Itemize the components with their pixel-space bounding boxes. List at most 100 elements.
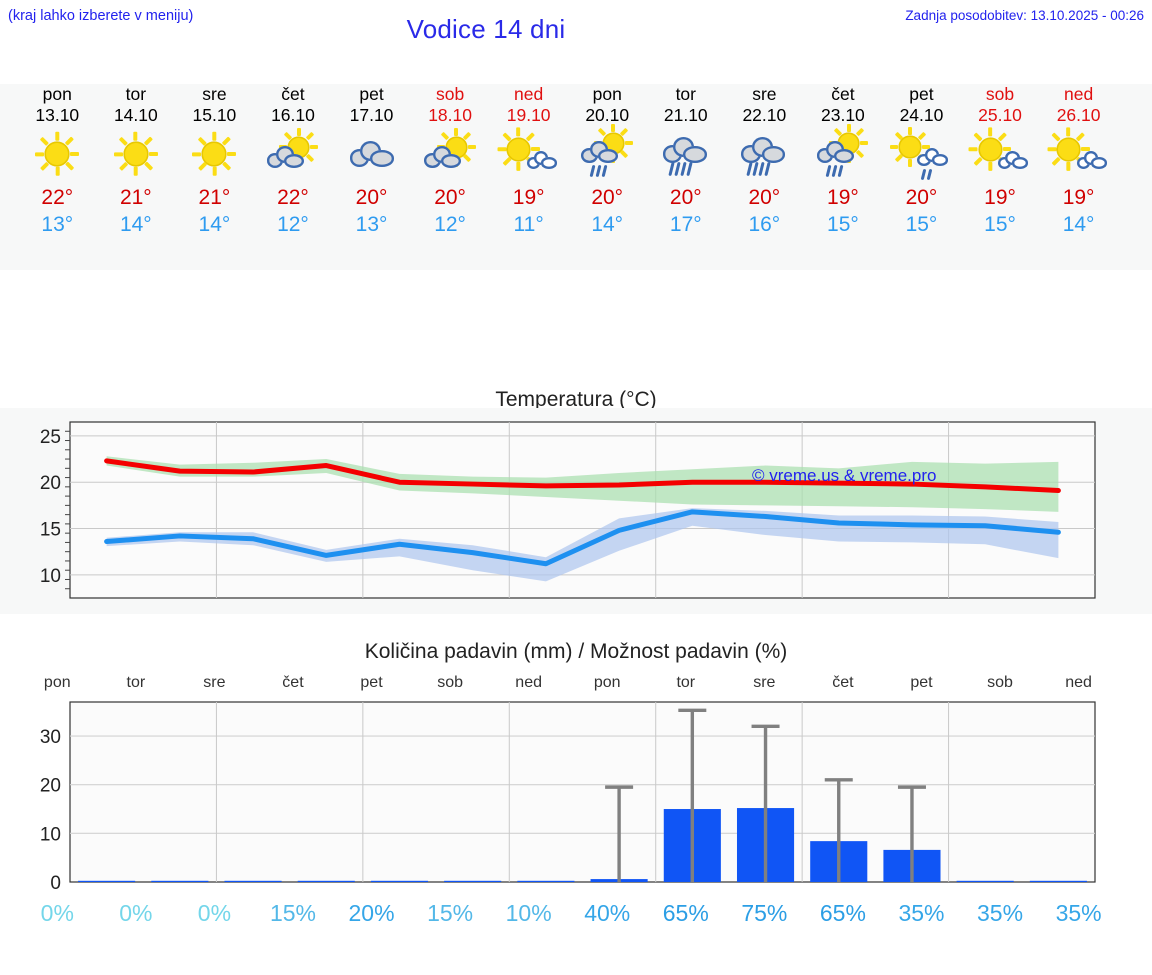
precipitation-probability-label: 65% xyxy=(819,900,866,926)
precipitation-chart-title: Količina padavin (mm) / Možnost padavin … xyxy=(364,640,788,663)
precipitation-day-label: sre xyxy=(203,674,226,691)
day-date: 26.10 xyxy=(1056,105,1101,125)
forecast-day-column[interactable]: sre 15.10 21° 14° xyxy=(175,84,254,238)
precipitation-day-label: čet xyxy=(832,674,854,691)
temp-high: 19° xyxy=(984,186,1016,209)
sun-icon xyxy=(184,129,244,181)
forecast-day-column[interactable]: čet 16.10 22° 12° xyxy=(254,84,333,238)
temp-high: 19° xyxy=(827,186,859,209)
temp-low: 15° xyxy=(827,213,859,236)
weather-icon-wrap xyxy=(175,126,254,184)
weather-icon-wrap xyxy=(489,126,568,184)
svg-text:10: 10 xyxy=(40,566,61,587)
forecast-strip: pon 13.10 22° 13° tor 14.10 21° 14° sre 15.10 21° 1… xyxy=(0,84,1152,270)
temp-high: 20° xyxy=(669,186,702,209)
precipitation-day-label: pet xyxy=(360,674,383,691)
precipitation-day-label: pon xyxy=(43,674,71,691)
day-name: čet xyxy=(831,84,855,104)
sun-cloud-rain-icon xyxy=(813,123,873,181)
temp-high: 21° xyxy=(198,186,231,209)
precipitation-day-labels: pon tor sre čet pet sob ned pon tor sre čet pet sob n… xyxy=(18,674,1118,692)
day-name: ned xyxy=(1063,84,1094,104)
precipitation-probability-label: 10% xyxy=(505,900,552,926)
day-name: tor xyxy=(675,84,696,104)
forecast-day-column[interactable]: tor 14.10 21° 14° xyxy=(97,84,176,238)
precipitation-probability-label: 15% xyxy=(269,900,316,926)
forecast-day-column[interactable]: sre 22.10 20° 16° xyxy=(725,84,804,238)
page-header: (kraj lahko izberete v meniju) Vodice 14… xyxy=(0,0,1152,52)
forecast-day-column[interactable]: čet 23.10 19° 15° xyxy=(804,84,883,238)
svg-text:25: 25 xyxy=(40,427,61,448)
temp-low: 11° xyxy=(513,213,544,236)
precipitation-probability-label: 40% xyxy=(584,900,631,926)
sun-small-cloud-icon xyxy=(1047,127,1109,181)
temperature-plot: 10 15 20 25 xyxy=(0,408,1152,614)
day-name: pon xyxy=(592,84,622,104)
precipitation-day-label: sob xyxy=(987,674,1013,691)
forecast-day-column[interactable]: pet 17.10 20° 13° xyxy=(332,84,411,238)
precipitation-probability-label: 0% xyxy=(40,900,74,926)
day-date: 15.10 xyxy=(192,105,237,125)
weather-icon-wrap xyxy=(647,126,726,184)
temp-high: 20° xyxy=(434,186,466,209)
temp-high: 19° xyxy=(1062,186,1095,209)
temp-high: 21° xyxy=(119,186,152,209)
cloud-rain-icon xyxy=(656,129,716,181)
precipitation-day-label: ned xyxy=(515,674,542,691)
svg-text:20: 20 xyxy=(40,473,61,494)
temp-low: 17° xyxy=(669,213,702,236)
temp-low: 12° xyxy=(277,213,309,236)
temp-low: 12° xyxy=(434,213,466,236)
day-date: 13.10 xyxy=(35,105,80,125)
weather-icon-wrap xyxy=(18,126,97,184)
precipitation-probability-label: 0% xyxy=(197,900,232,926)
last-updated-label: Zadnja posodobitev: 13.10.2025 - 00:26 xyxy=(905,8,1144,23)
day-name: pon xyxy=(42,84,72,104)
sun-small-cloud-icon xyxy=(497,127,559,181)
forecast-columns: pon 13.10 22° 13° tor 14.10 21° 14° sre 15.10 21° 1… xyxy=(18,84,1118,238)
location-menu-note[interactable]: (kraj lahko izberete v meniju) xyxy=(8,8,194,24)
page-title-text: Vodice 14 dni xyxy=(406,14,566,44)
forecast-day-column[interactable]: tor 21.10 20° 17° xyxy=(647,84,726,238)
sun-behind-cloud-icon xyxy=(420,127,480,181)
day-name: sob xyxy=(985,84,1015,104)
page-title: Vodice 14 dni xyxy=(0,14,1152,45)
day-name: tor xyxy=(125,84,147,104)
day-date: 25.10 xyxy=(978,105,1022,125)
forecast-day-column[interactable]: pon 20.10 20° 14° xyxy=(568,84,647,238)
precipitation-probability-label: 65% xyxy=(662,900,709,926)
precipitation-probability-label: 15% xyxy=(427,900,474,926)
sun-icon xyxy=(106,129,166,181)
weather-icon-wrap xyxy=(568,123,647,184)
temp-low: 16° xyxy=(748,213,781,236)
precipitation-probability-label: 35% xyxy=(1055,900,1102,926)
precipitation-day-label: pon xyxy=(593,674,621,691)
day-name: pet xyxy=(909,84,934,104)
temp-high: 19° xyxy=(512,186,545,209)
temperature-chart-section: Temperatura (°C) 10 15 20 25 xyxy=(0,382,1152,622)
precipitation-plot: 0 10 20 30 xyxy=(0,696,1152,936)
precipitation-probability-label: 20% xyxy=(348,900,395,926)
svg-text:15: 15 xyxy=(40,520,61,541)
precipitation-day-label: tor xyxy=(126,674,146,691)
precipitation-svg: 0 10 20 30 xyxy=(40,701,1096,894)
temp-low: 14° xyxy=(591,213,624,236)
svg-text:30: 30 xyxy=(40,727,61,748)
weather-icon-wrap xyxy=(725,126,804,184)
forecast-day-column[interactable]: sob 18.10 20° 12° xyxy=(411,84,490,238)
forecast-day-column[interactable]: sob 25.10 19° 15° xyxy=(961,84,1040,238)
sun-small-cloud-rain-icon xyxy=(890,127,951,181)
cloud-rain-icon xyxy=(734,129,794,181)
temp-low: 14° xyxy=(119,213,152,236)
forecast-day-column[interactable]: ned 19.10 19° 11° xyxy=(489,84,568,238)
day-date: 23.10 xyxy=(821,105,865,125)
forecast-day-column[interactable]: pet 24.10 20° 15° xyxy=(882,84,961,238)
forecast-day-column[interactable]: pon 13.10 22° 13° xyxy=(18,84,97,238)
cloud-icon xyxy=(342,129,402,181)
day-name: sre xyxy=(752,84,777,104)
precipitation-probability-label: 35% xyxy=(898,900,945,926)
forecast-day-column[interactable]: ned 26.10 19° 14° xyxy=(1039,84,1118,238)
day-date: 17.10 xyxy=(349,105,394,125)
sun-icon xyxy=(27,129,87,181)
weather-icon-wrap xyxy=(804,123,883,184)
